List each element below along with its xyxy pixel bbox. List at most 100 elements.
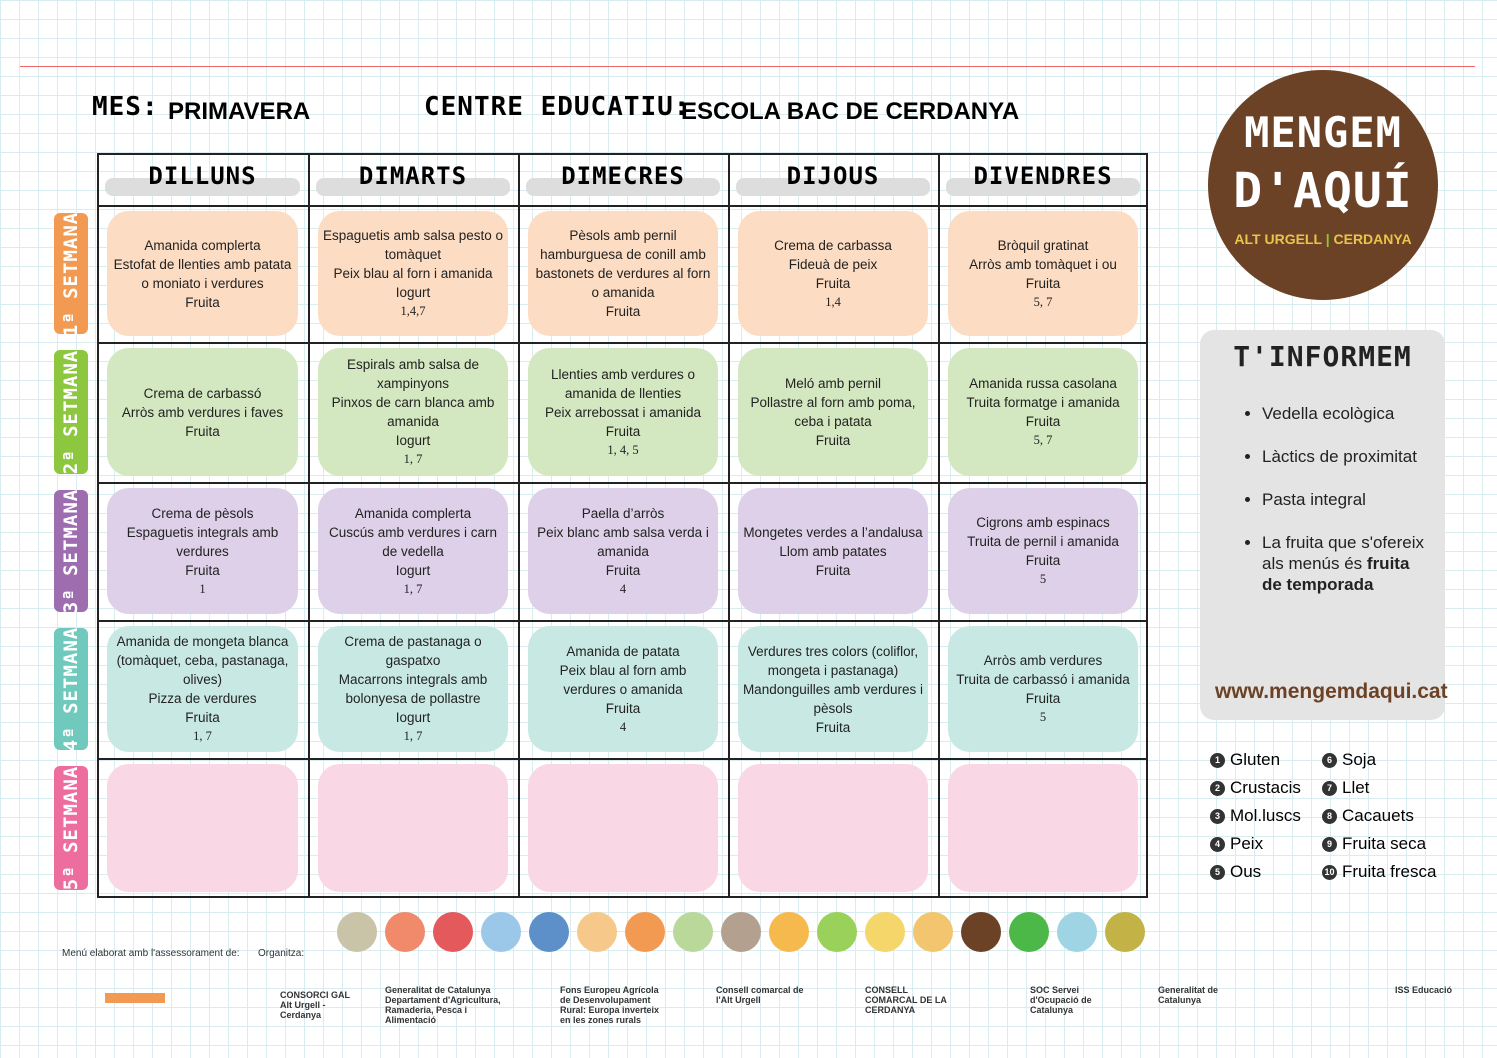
- legend-name: Fruita seca: [1342, 834, 1427, 853]
- legend-item: 4 Peix: [1210, 834, 1263, 854]
- dish: Crema de carbassó: [143, 385, 262, 401]
- allergens: 4: [619, 581, 627, 596]
- bullet-text: Vedella ecològica: [1262, 404, 1395, 423]
- dish: Amanida de patata: [566, 643, 680, 659]
- allergens: 1: [199, 581, 206, 596]
- dish: Fruita: [185, 294, 220, 310]
- dish: Peix blau al forn amb verdures o amanida: [559, 662, 687, 697]
- menu-cell: Espirals amb salsa de xampinyons Pinxos d…: [318, 348, 508, 476]
- dish: Fruita: [185, 710, 220, 725]
- day-label: DIVENDRES: [973, 162, 1113, 190]
- week-label: 1ª SETMANA: [60, 211, 83, 336]
- menu-cell: Crema de pèsols Espaguetis integrals amb …: [107, 488, 298, 614]
- icon: [385, 912, 425, 952]
- informem-box: T'INFORMEM Vedella ecològica Làctics de p…: [1200, 330, 1448, 720]
- allergens: 5, 7: [1033, 294, 1053, 309]
- icon: [529, 912, 569, 952]
- dish: Fruita: [185, 562, 220, 578]
- dish: Pizza de verdures: [148, 691, 257, 706]
- day-label: DILLUNS: [148, 162, 257, 190]
- menu-cell: [948, 764, 1138, 892]
- legend-item: 6 Soja: [1322, 750, 1376, 770]
- legend-name: Fruita fresca: [1342, 862, 1437, 881]
- url: www.mengemdaqui.cat: [1215, 680, 1448, 703]
- legend-name: Crustacis: [1230, 778, 1301, 797]
- dish: Fruita: [1025, 553, 1061, 568]
- allergens: 1, 7: [403, 729, 423, 743]
- day-label: DIMARTS: [358, 162, 468, 190]
- logo-line2: D'AQUÍ: [1233, 163, 1413, 219]
- icon: [577, 912, 617, 952]
- dish: Espirals amb salsa de xampinyons: [346, 357, 480, 391]
- menu-cell: Cigrons amb espinacs Truita de pernil i a…: [948, 488, 1138, 614]
- allergens: 5: [1039, 710, 1047, 724]
- dish: Amanida de mongeta blanca (tomàquet, ceb…: [116, 634, 289, 687]
- dish: Amanida russa casolana: [969, 376, 1117, 391]
- menu-cell: Pèsols amb pernil hamburguesa de conill a…: [528, 211, 718, 336]
- menu-cell: [318, 764, 508, 892]
- icon: [1009, 912, 1049, 952]
- informem-title: T'INFORMEM: [1233, 340, 1412, 373]
- centre: ESCOLA BAC DE CERDANYA: [681, 98, 1020, 125]
- day-bar: [316, 178, 510, 196]
- dish: Truita de pernil i amanida: [967, 534, 1119, 549]
- advice-logo: [105, 993, 165, 1003]
- legend-item: 2 Crustacis: [1210, 778, 1301, 798]
- menu-cell: Amanida complerta Estofat de llenties amb…: [107, 211, 298, 336]
- dish: Espaguetis amb salsa pesto o tomàquet: [322, 228, 504, 262]
- legend-item: 10 Fruita fresca: [1322, 862, 1436, 882]
- menu-cell: Amanida de mongeta blanca (tomàquet, ceb…: [107, 626, 298, 752]
- legend-name: Mol.luscs: [1230, 806, 1301, 825]
- allergens: 1, 4, 5: [607, 442, 639, 457]
- dish: Verdures tres colors (coliflor, mongeta …: [747, 643, 919, 678]
- menu-cell: Llenties amb verdures o amanida de llent…: [528, 348, 718, 476]
- dish: Iogurt: [395, 562, 431, 578]
- icon: [817, 912, 857, 952]
- dish: Iogurt: [395, 285, 431, 300]
- legend-item: 5 Ous: [1210, 862, 1261, 882]
- footer-logo: CONSORCI GAL Alt Urgell - Cerdanya: [280, 990, 350, 1020]
- footer-logo: SOC Servei d'Ocupació de Catalunya: [1030, 985, 1092, 1015]
- legend-item: 1 Gluten: [1210, 750, 1280, 770]
- grid-line: [97, 758, 1148, 760]
- menu-cell: Mongetes verdes a l’andalusa Llom amb pat…: [738, 488, 928, 614]
- dish: Peix arrebossat i amanida: [544, 404, 702, 420]
- dish: Arròs amb verdures: [983, 653, 1103, 668]
- legend-num: 9: [1322, 836, 1337, 852]
- dish: Peix blau al forn i amanida: [333, 266, 493, 281]
- bullet-bold: fruita de temporada: [1262, 554, 1410, 594]
- legend-item: 7 Llet: [1322, 778, 1369, 798]
- menu-cell: Amanida russa casolana Truita formatge i …: [948, 348, 1138, 476]
- footer-logo: Generalitat de Catalunya: [1158, 985, 1219, 1005]
- organitza: Organitza:: [258, 948, 305, 959]
- dish: Fruita: [815, 275, 851, 291]
- dish: Fruita: [1025, 691, 1061, 706]
- dish: Crema de carbassa: [774, 237, 892, 253]
- dish: Fruita: [815, 719, 851, 735]
- grid-line: [518, 153, 520, 898]
- dish: Pollastre al forn amb poma, ceba i patat…: [750, 395, 916, 429]
- allergens: 5, 7: [1033, 433, 1053, 447]
- footer-logo: Fons Europeu Agrícola de Desenvolupament…: [560, 985, 660, 1025]
- legend-name: Llet: [1342, 778, 1370, 797]
- dish: Cigrons amb espinacs: [976, 515, 1110, 530]
- logo-sub: ALT URGELL: [1234, 231, 1322, 247]
- footer-logo: CONSELL COMARCAL DE LA CERDANYA: [865, 985, 947, 1015]
- bullet-text: Pasta integral: [1262, 490, 1366, 509]
- advice: Menú elaborat amb l'assessorament de:: [62, 948, 240, 959]
- menu-cell: [528, 764, 718, 892]
- icon: [769, 912, 809, 952]
- icon: [865, 912, 905, 952]
- legend-num: 10: [1322, 864, 1337, 880]
- bullet: Làctics de proximitat: [1262, 446, 1432, 467]
- footer-logo: Consell comarcal de l'Alt Urgell: [716, 985, 804, 1005]
- legend-name: Soja: [1342, 750, 1377, 769]
- centre-label: CENTRE EDUCATIU:: [424, 92, 691, 122]
- bullet-text: Làctics de proximitat: [1262, 447, 1417, 466]
- menu-cell: Verdures tres colors (coliflor, mongeta …: [738, 626, 928, 752]
- legend-num: 7: [1322, 780, 1337, 796]
- legend-name: Gluten: [1230, 750, 1281, 769]
- legend-item: 8 Cacauets: [1322, 806, 1414, 826]
- dish: Iogurt: [395, 710, 431, 725]
- menu-cell: Arròs amb verdures Truita de carbassó i a…: [948, 626, 1138, 752]
